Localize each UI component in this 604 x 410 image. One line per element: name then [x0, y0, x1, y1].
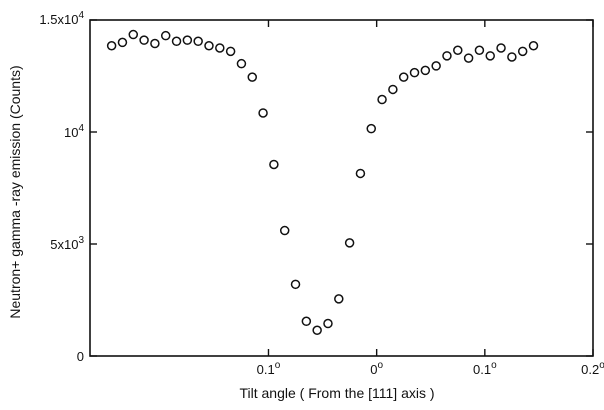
x-tick-label: 0.2o [581, 360, 604, 377]
data-point [344, 238, 355, 248]
data-point [507, 52, 517, 62]
data-point [388, 84, 398, 95]
data-point [279, 225, 290, 236]
data-point [323, 318, 333, 329]
data-point [150, 38, 160, 49]
data-point [398, 72, 409, 82]
data-point [269, 159, 279, 170]
data-point [204, 41, 214, 51]
data-point [128, 29, 139, 40]
data-point [160, 30, 171, 41]
plot-axes [89, 19, 594, 357]
y-axis-label: Neutron+ gamma -ray emission (Counts) [7, 65, 23, 318]
data-point [517, 46, 528, 57]
data-point [485, 51, 495, 61]
y-tick-label: 0 [77, 349, 84, 364]
data-point [528, 41, 539, 51]
data-point [171, 36, 182, 47]
data-point [420, 65, 431, 76]
x-axis-ticks: 0.1o 0o 0.1o 0.2o [257, 20, 604, 377]
data-point [496, 43, 506, 53]
data-point [225, 46, 236, 57]
data-point [182, 35, 193, 45]
data-point [409, 67, 420, 78]
data-point [453, 45, 463, 55]
data-point [258, 108, 268, 118]
data-point [215, 43, 225, 53]
data-point [106, 41, 117, 51]
data-point [247, 72, 258, 82]
data-point [366, 123, 376, 134]
data-point [193, 36, 203, 47]
data-point [236, 58, 247, 69]
data-point [301, 316, 312, 327]
data-point [139, 35, 149, 45]
data-point [334, 294, 344, 304]
y-tick-label: 104 [64, 123, 84, 140]
x-tick-label: 0.1o [257, 360, 281, 377]
data-point [442, 51, 452, 61]
y-tick-label: 5x103 [50, 235, 84, 252]
data-point [355, 168, 366, 179]
plot-frame [89, 19, 594, 357]
data-point [377, 94, 387, 105]
data-point [463, 53, 474, 63]
y-tick-label: 1.5x104 [39, 10, 84, 27]
data-point [431, 61, 441, 71]
data-points [106, 29, 539, 335]
y-axis-ticks: 0 5x103 104 1.5x104 [39, 10, 593, 364]
x-tick-label: 0.1o [473, 360, 497, 377]
data-point [290, 279, 301, 290]
x-axis-label: Tilt angle ( From the [111] axis ) [239, 385, 434, 401]
x-tick-label: 0o [370, 360, 383, 377]
data-point [474, 45, 485, 55]
data-point [312, 325, 322, 335]
data-point [117, 37, 128, 48]
